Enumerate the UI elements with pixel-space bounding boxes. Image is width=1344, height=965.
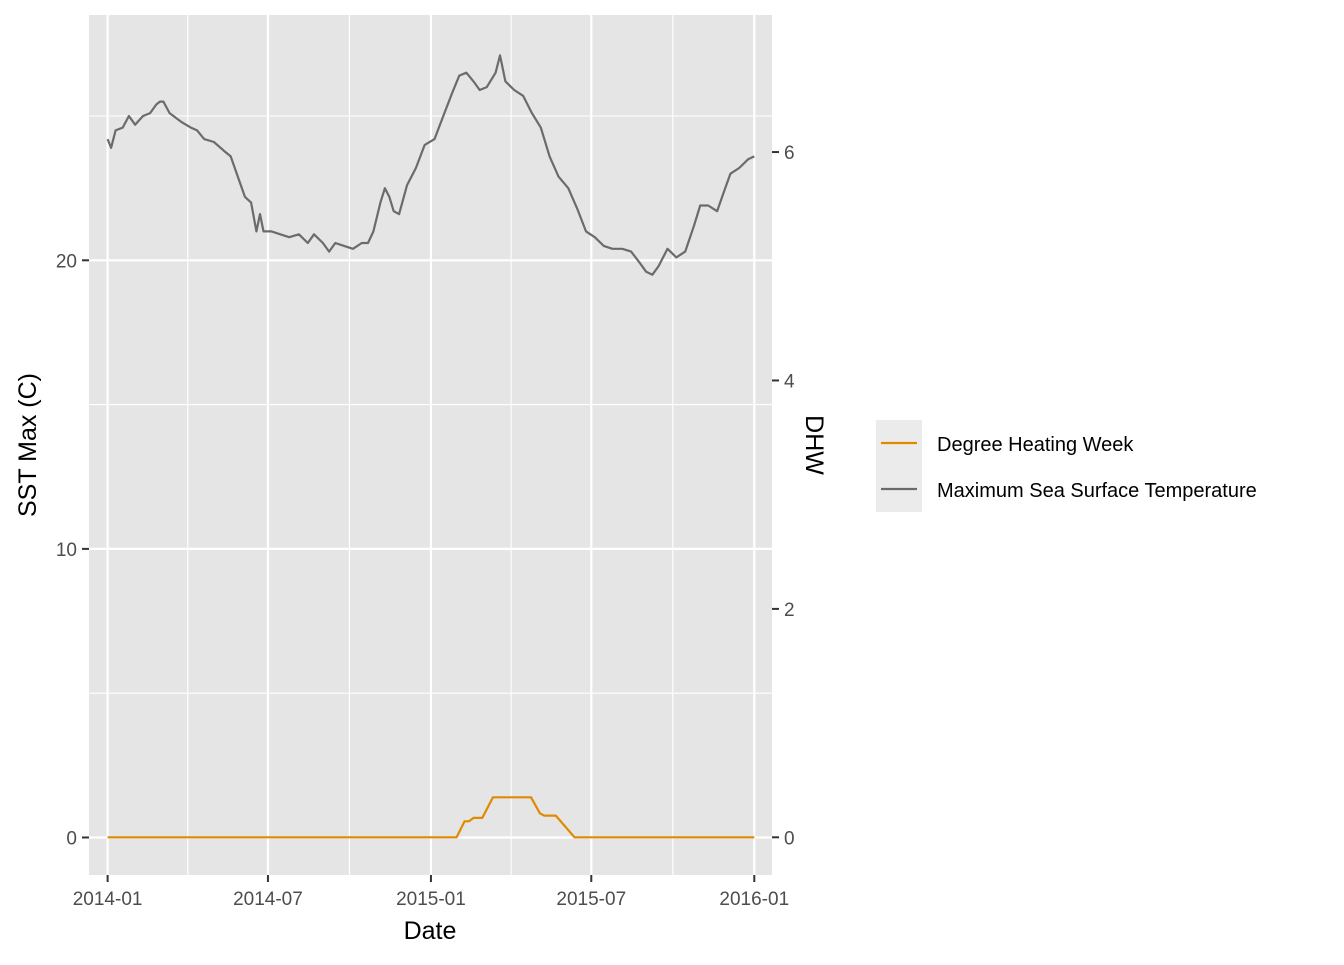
y2-tick-label: 4 <box>784 371 795 392</box>
legend-label-dhw: Degree Heating Week <box>937 434 1134 456</box>
y-tick-label: 10 <box>56 540 77 561</box>
x-tick-label: 2015-01 <box>396 889 466 910</box>
y-axis-title: SST Max (C) <box>14 373 42 517</box>
y-tick-label: 0 <box>66 828 77 849</box>
series-line-sst <box>106 54 755 276</box>
series-line-dhw <box>107 796 755 839</box>
y2-axis-title: DHW <box>800 415 828 475</box>
y-tick-label: 20 <box>56 251 77 272</box>
axis-layer: 0 10 20 0 2 4 6 2014-01 2014-07 2015-01 2015-07 201… <box>56 143 795 910</box>
y2-tick-label: 6 <box>784 143 795 164</box>
series-layer <box>106 54 755 839</box>
y2-tick-label: 0 <box>784 828 795 849</box>
legend: Degree Heating Week Maximum Sea Surface … <box>876 420 1257 512</box>
x-tick-label: 2015-07 <box>556 889 626 910</box>
y2-tick-label: 2 <box>784 600 795 621</box>
x-tick-label: 2014-01 <box>73 889 143 910</box>
legend-label-sst: Maximum Sea Surface Temperature <box>937 480 1257 502</box>
x-axis-title: Date <box>404 917 457 945</box>
x-tick-label: 2016-01 <box>719 889 789 910</box>
legend-key-background <box>876 420 922 512</box>
x-tick-label: 2014-07 <box>233 889 303 910</box>
